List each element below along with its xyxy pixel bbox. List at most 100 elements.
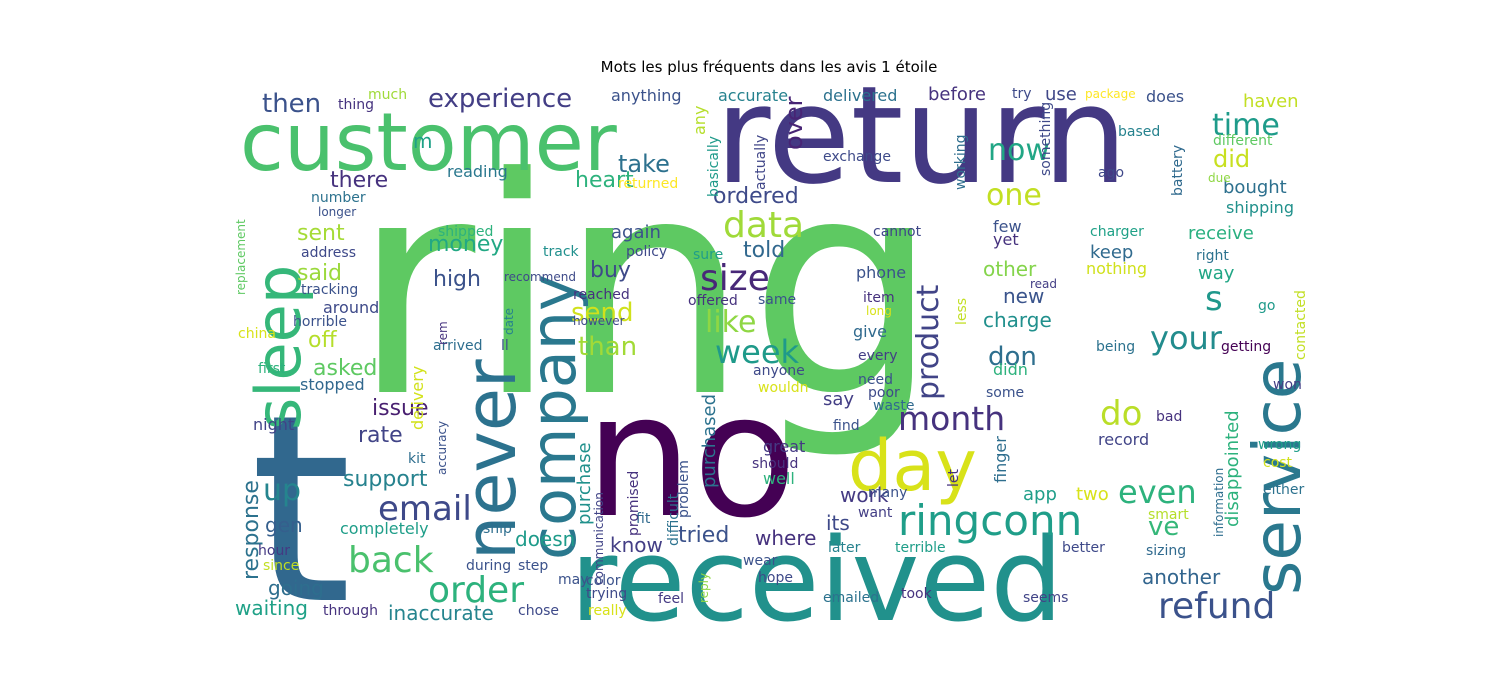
word-hour: hour: [258, 543, 290, 559]
word-many: many: [868, 485, 907, 501]
word-number: number: [311, 190, 366, 206]
word-reading: reading: [447, 162, 508, 181]
word-heart: heart: [575, 168, 634, 193]
word-getting: getting: [1221, 339, 1271, 355]
word-told: told: [743, 238, 785, 263]
word-up: up: [263, 473, 301, 508]
word-going: going: [268, 576, 324, 600]
word-other: other: [983, 257, 1037, 281]
word-even: even: [1118, 473, 1197, 511]
word-buy: buy: [590, 258, 631, 283]
word-package: package: [1085, 87, 1136, 101]
word-item: item: [863, 290, 895, 306]
word-fit: fit: [636, 511, 651, 527]
word-cost: cost: [1263, 455, 1293, 471]
word-try: try: [1012, 86, 1032, 102]
word-before: before: [928, 84, 986, 105]
word-better: better: [1062, 540, 1105, 556]
word-rate: rate: [358, 423, 403, 448]
word-no: no: [585, 358, 797, 556]
word-returned: returned: [618, 176, 678, 192]
word-give: give: [853, 322, 887, 341]
word-waste: waste: [873, 398, 914, 414]
word-shipping: shipping: [1226, 198, 1294, 217]
word-new: new: [1003, 284, 1044, 308]
chart-title: Mots les plus fréquents dans les avis 1 …: [600, 58, 938, 76]
word-day: day: [848, 425, 977, 507]
word-inaccurate: inaccurate: [388, 601, 494, 625]
word-bought: bought: [1223, 177, 1287, 198]
word-reached: reached: [573, 287, 630, 303]
word-phone: phone: [856, 263, 906, 282]
word-purchase: purchase: [574, 442, 595, 525]
word-issue: issue: [372, 396, 429, 421]
word-sent: sent: [297, 221, 345, 246]
word-terrible: terrible: [895, 540, 946, 556]
word-time: time: [1212, 108, 1280, 143]
word-smart: smart: [1148, 507, 1189, 523]
word-ringconn: ringconn: [898, 496, 1082, 545]
word-doesn: doesn: [515, 527, 575, 551]
word-didn: didn: [993, 360, 1028, 379]
word-policy: policy: [626, 244, 667, 260]
word-reply: reply: [697, 573, 711, 603]
word-one: one: [986, 178, 1042, 213]
word-need: need: [858, 372, 893, 388]
word-waiting: waiting: [235, 596, 308, 620]
word-ll: ll: [501, 338, 509, 354]
word-support: support: [343, 467, 428, 492]
word-problem: problem: [676, 460, 692, 518]
word-recommend: recommend: [504, 270, 576, 284]
word-two: two: [1076, 484, 1109, 505]
word-arrived: arrived: [433, 338, 483, 354]
word-shipped: shipped: [438, 224, 493, 240]
word-let: let: [946, 468, 962, 487]
word-color: color: [586, 573, 621, 589]
word-don: don: [988, 342, 1037, 372]
word-use: use: [1045, 84, 1077, 105]
word-back: back: [348, 540, 434, 581]
word-few: few: [993, 217, 1022, 236]
word-order: order: [428, 570, 524, 611]
word-exchange: exchange: [823, 149, 891, 165]
word-cannot: cannot: [873, 224, 922, 240]
word-night: night: [253, 415, 294, 434]
word-wouldn: wouldn: [758, 380, 809, 396]
word-seems: seems: [1023, 590, 1068, 606]
word-tried: tried: [678, 523, 729, 548]
word-app: app: [1023, 484, 1057, 505]
word-should: should: [752, 456, 798, 472]
word-sure: sure: [693, 247, 723, 263]
word-well: well: [763, 469, 795, 488]
word-communication: communication: [592, 492, 606, 585]
word-something: something: [1038, 102, 1054, 176]
word-same: same: [758, 292, 796, 308]
word-charger: charger: [1090, 224, 1144, 240]
word-know: know: [610, 533, 663, 557]
word-ve: ve: [1148, 512, 1179, 542]
word-long: long: [866, 304, 892, 318]
word-delivered: delivered: [823, 86, 897, 105]
word-t: t: [250, 360, 352, 662]
word-charge: charge: [983, 308, 1052, 332]
word-service: service: [1239, 359, 1316, 595]
word-kit: kit: [408, 451, 426, 467]
word-disappointed: disappointed: [1222, 410, 1243, 527]
word-then: then: [262, 89, 321, 119]
word-tracking: tracking: [301, 282, 358, 298]
word-right: right: [1196, 248, 1229, 264]
word-finger: finger: [991, 436, 1010, 483]
word-m: m: [413, 129, 432, 153]
word-customer: customer: [240, 96, 617, 189]
word-email: email: [378, 489, 472, 529]
word-due: due: [1208, 171, 1231, 185]
word-anything: anything: [611, 86, 682, 105]
word-take: take: [618, 150, 670, 178]
word-month: month: [898, 399, 1005, 438]
word-rem: rem: [436, 321, 450, 345]
word-track: track: [543, 244, 580, 260]
word-again: again: [611, 222, 661, 243]
word-wear: wear: [743, 553, 778, 569]
word-now: now: [988, 133, 1050, 168]
